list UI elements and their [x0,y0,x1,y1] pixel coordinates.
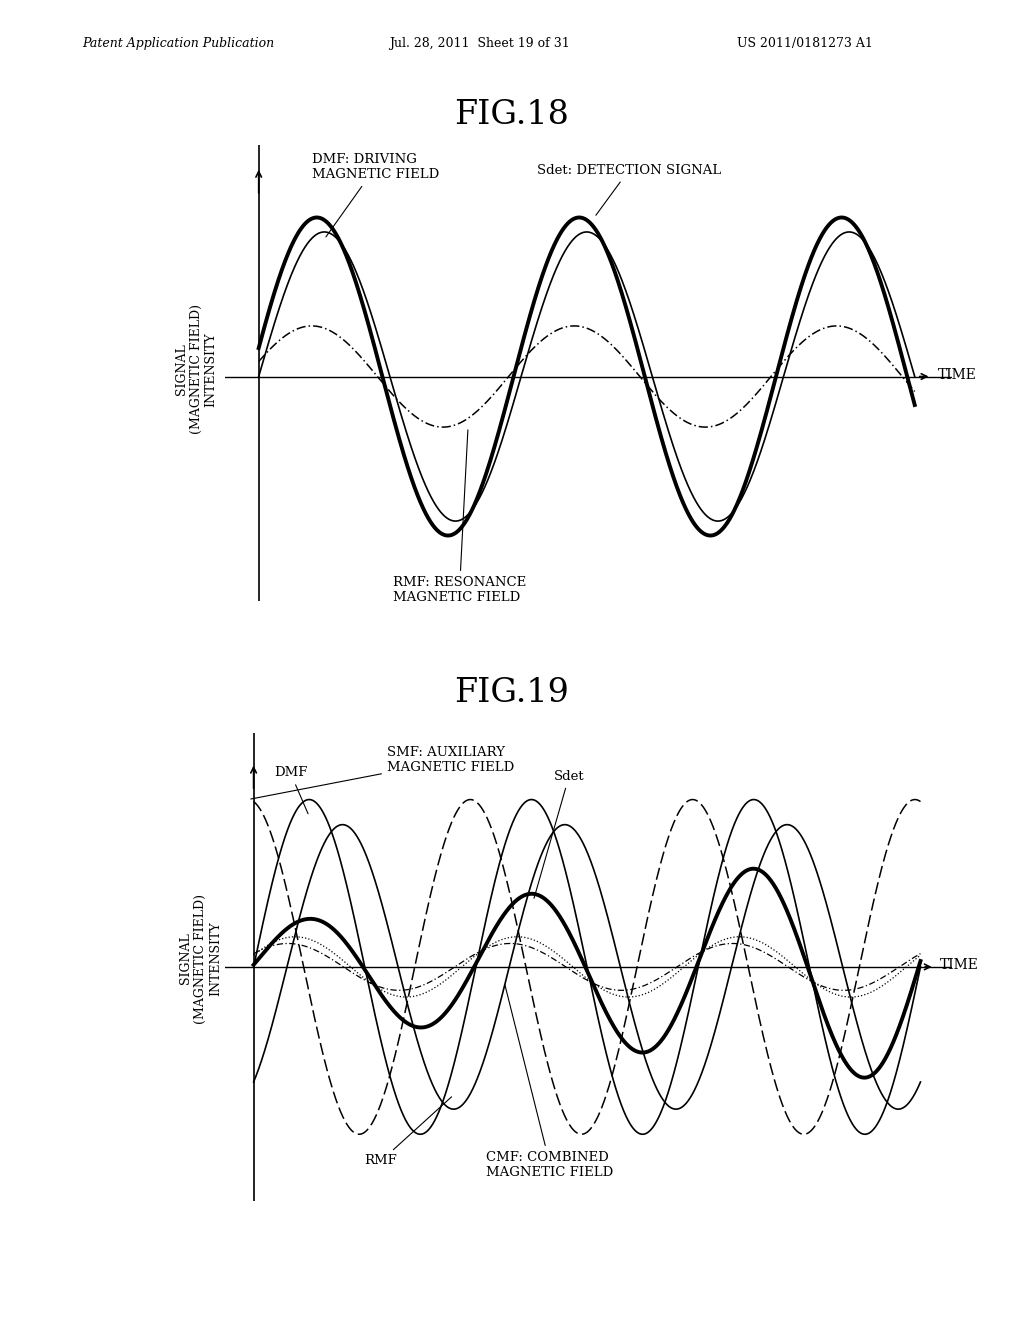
Text: DMF: DRIVING
MAGNETIC FIELD: DMF: DRIVING MAGNETIC FIELD [311,153,439,236]
Text: CMF: COMBINED
MAGNETIC FIELD: CMF: COMBINED MAGNETIC FIELD [486,985,613,1179]
Text: SMF: AUXILIARY
MAGNETIC FIELD: SMF: AUXILIARY MAGNETIC FIELD [251,746,514,799]
Text: FIG.19: FIG.19 [455,677,569,709]
Text: DMF: DMF [273,767,308,813]
Text: Patent Application Publication: Patent Application Publication [82,37,274,50]
Text: SIGNAL
(MAGNETIC FIELD)
INTENSITY: SIGNAL (MAGNETIC FIELD) INTENSITY [179,894,222,1023]
Text: US 2011/0181273 A1: US 2011/0181273 A1 [737,37,873,50]
Text: Sdet: Sdet [534,770,585,899]
Text: Jul. 28, 2011  Sheet 19 of 31: Jul. 28, 2011 Sheet 19 of 31 [389,37,570,50]
Text: FIG.18: FIG.18 [455,99,569,131]
Text: SIGNAL
(MAGNETIC FIELD)
INTENSITY: SIGNAL (MAGNETIC FIELD) INTENSITY [174,305,217,434]
Text: TIME: TIME [938,368,977,381]
Text: TIME: TIME [940,958,979,973]
Text: Sdet: DETECTION SIGNAL: Sdet: DETECTION SIGNAL [537,164,721,215]
Text: RMF: RESONANCE
MAGNETIC FIELD: RMF: RESONANCE MAGNETIC FIELD [393,430,526,605]
Text: RMF: RMF [365,1097,452,1167]
